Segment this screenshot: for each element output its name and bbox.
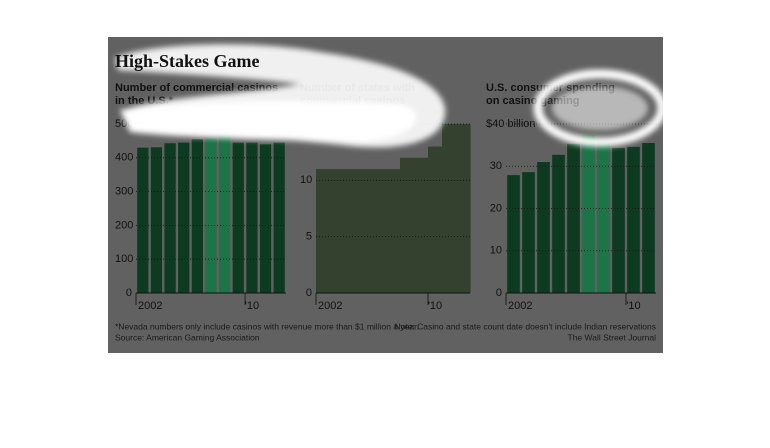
bar	[205, 138, 217, 293]
y-tick-label: 5	[306, 231, 312, 243]
area-step	[414, 157, 429, 293]
bar	[582, 134, 595, 293]
bar	[137, 147, 149, 293]
bar	[191, 139, 203, 293]
area-step	[316, 169, 331, 293]
bar	[164, 143, 176, 293]
y-tick-label: 30	[490, 160, 502, 172]
y-tick-label: 20	[490, 202, 502, 214]
bar	[273, 142, 285, 293]
bar	[232, 142, 244, 293]
chart-title: Number of commercial casinos	[115, 82, 278, 94]
y-tick-label: 0	[496, 287, 502, 299]
credit: The Wall Street Journal	[568, 332, 657, 342]
x-tick-label: 2002	[508, 300, 532, 312]
area-step	[442, 124, 457, 293]
area-step	[400, 157, 415, 293]
area-step	[386, 169, 401, 293]
area-step	[428, 146, 443, 293]
y-tick-label: 200	[115, 219, 133, 231]
x-tick-label: '10	[245, 300, 259, 312]
bar	[219, 135, 231, 293]
y-tick-label: 400	[115, 152, 133, 164]
note: Note: Casino and state count date doesn'…	[394, 321, 656, 331]
y-tick-label: 300	[115, 186, 133, 198]
source: Source: American Gaming Association	[115, 332, 260, 342]
bar	[597, 140, 610, 293]
bar	[507, 175, 520, 293]
area-step	[456, 124, 471, 293]
bar	[178, 142, 190, 293]
bar	[612, 148, 625, 293]
y-tick-label: 0	[306, 287, 312, 299]
highlight-marks	[115, 44, 667, 148]
graphic-title: High-Stakes Game	[115, 51, 260, 71]
bar	[642, 143, 655, 293]
bar	[246, 142, 258, 293]
bar	[627, 146, 640, 293]
footnote: *Nevada numbers only include casinos wit…	[115, 321, 419, 331]
x-tick-label: '10	[428, 300, 442, 312]
y-tick-label: 10	[300, 174, 312, 186]
bar	[567, 143, 580, 293]
bar	[259, 144, 272, 293]
area-step	[372, 169, 387, 293]
bar	[537, 162, 550, 293]
y-tick-label: 0	[126, 287, 132, 299]
area-step	[358, 169, 373, 293]
x-tick-label: 2002	[138, 300, 162, 312]
y-tick-label: 100	[115, 253, 133, 265]
bar	[150, 147, 163, 293]
y-tick-label: $40 billion	[486, 118, 536, 130]
bar	[522, 172, 535, 293]
x-tick-label: 2002	[318, 300, 342, 312]
area-step	[330, 169, 345, 293]
y-tick-label: 10	[490, 245, 502, 257]
area-step	[344, 169, 359, 293]
x-tick-label: '10	[626, 300, 640, 312]
bar	[552, 154, 565, 293]
